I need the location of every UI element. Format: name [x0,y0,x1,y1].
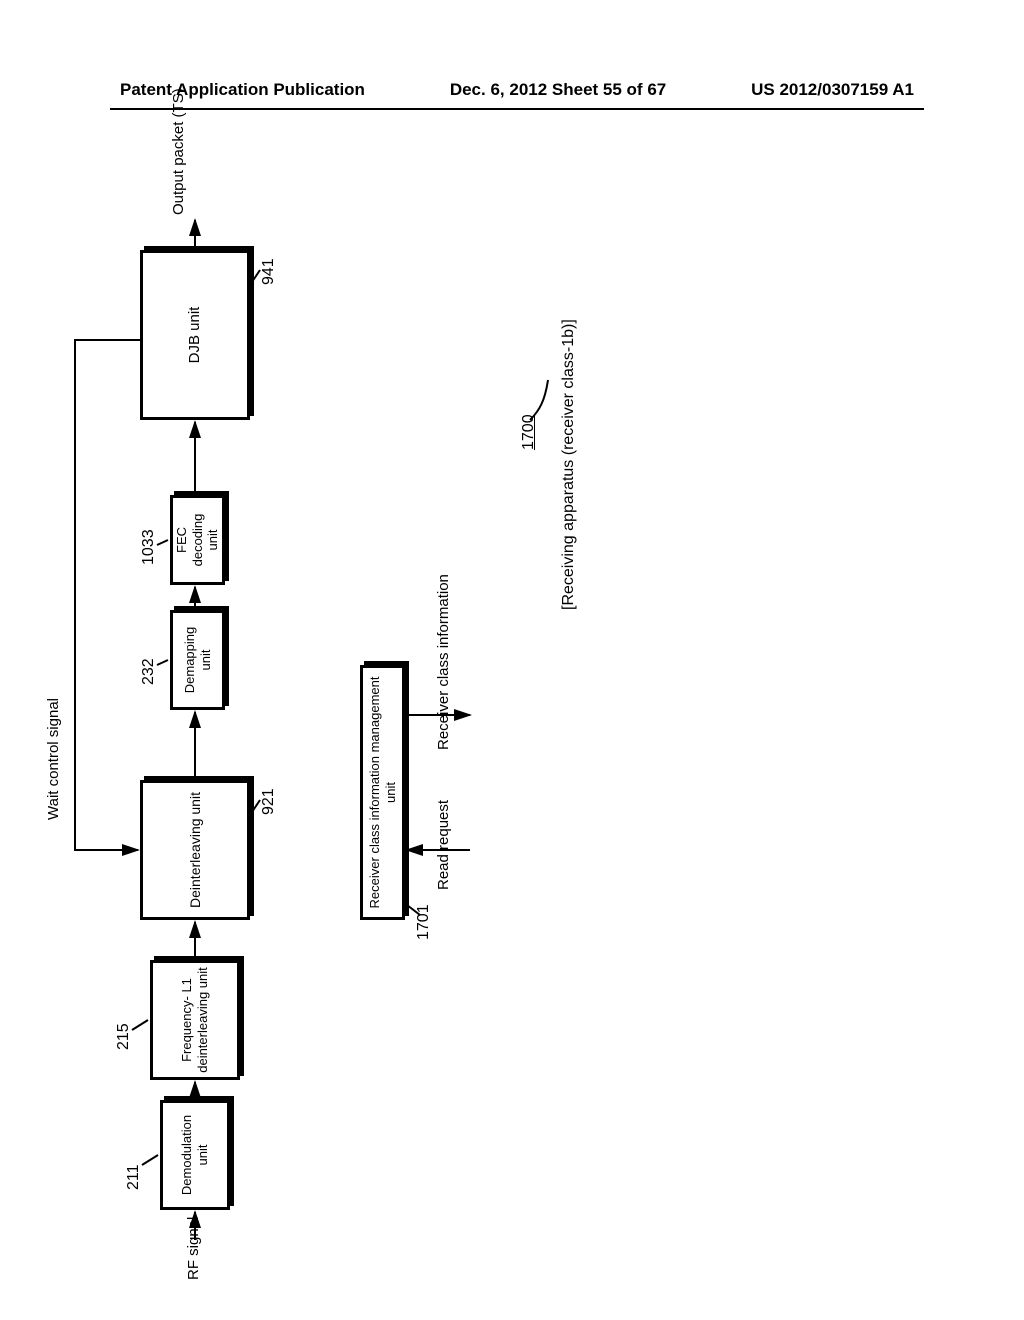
output-packet-label: Output packet (TS) [170,88,187,215]
header-left: Patent Application Publication [120,80,365,100]
demodulation-ref: 211 [125,1164,143,1190]
header-center: Dec. 6, 2012 Sheet 55 of 67 [450,80,666,100]
demodulation-unit-block: Demodulation unit [160,1100,230,1210]
header-right: US 2012/0307159 A1 [751,80,914,100]
djb-ref: 941 [260,258,278,285]
figure-diagram: FIG. 53 RF signal Demodulation unit 211 … [0,360,1024,1060]
header-rule [110,108,924,110]
rf-signal-label: RF signal [185,1217,202,1280]
diagram-arrows [0,360,1024,1060]
